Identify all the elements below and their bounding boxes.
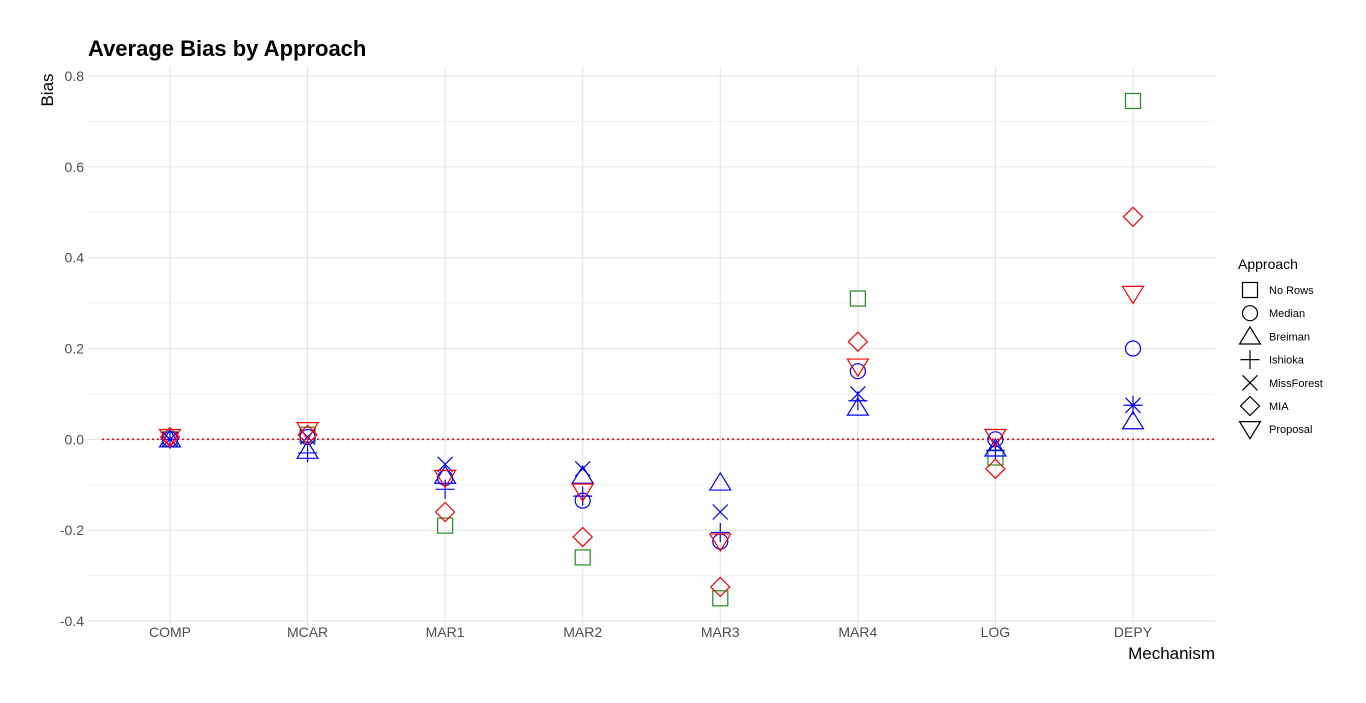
legend-title: Approach — [1238, 256, 1298, 272]
x-tick-label: MAR2 — [563, 624, 602, 640]
data-point — [571, 483, 595, 503]
data-point — [1125, 397, 1141, 414]
data-point — [985, 458, 1006, 480]
y-tick-label: 0.4 — [65, 250, 85, 266]
legend-label: Breiman — [1269, 331, 1310, 343]
x-tick-label: MAR3 — [701, 624, 740, 640]
y-tick-label: 0.8 — [65, 68, 85, 84]
legend-label: MissForest — [1269, 378, 1323, 390]
data-point — [1121, 285, 1145, 305]
data-point — [709, 576, 731, 598]
legend-key-cross — [1242, 374, 1258, 391]
x-tick-label: MCAR — [287, 624, 328, 640]
data-point — [712, 504, 729, 520]
y-tick-label: 0.0 — [65, 431, 85, 447]
data-point — [296, 422, 320, 441]
legend-label: No Rows — [1269, 285, 1314, 297]
data-point — [435, 479, 455, 499]
series-no-rows — [161, 92, 1142, 607]
data-point — [983, 428, 1007, 448]
legend-key-triangle-up — [1238, 325, 1262, 345]
legend-label: Proposal — [1269, 424, 1312, 436]
data-point — [573, 486, 593, 506]
x-axis-label: Mechanism — [1128, 644, 1215, 663]
data-point — [849, 363, 866, 380]
x-tick-label: DEPY — [1114, 624, 1153, 640]
series-proposal — [158, 285, 1145, 553]
x-tick-label: MAR1 — [426, 624, 465, 640]
legend-key-diamond — [1239, 395, 1261, 417]
data-point — [710, 522, 730, 542]
legend-label: Median — [1269, 308, 1305, 320]
data-point — [297, 424, 318, 446]
data-point — [1122, 206, 1144, 228]
grid — [88, 67, 1215, 630]
data-point — [1121, 410, 1145, 430]
data-point — [1124, 92, 1142, 110]
data-point — [847, 331, 869, 353]
data-point — [1124, 340, 1142, 357]
data-point — [846, 396, 870, 416]
data-point — [849, 385, 866, 402]
data-point — [846, 358, 870, 378]
y-tick-label: 0.6 — [65, 159, 85, 175]
data-point — [574, 460, 591, 477]
data-point — [708, 471, 732, 491]
data-point — [437, 456, 454, 473]
data-point — [162, 431, 178, 448]
data-point — [849, 290, 866, 307]
data-point — [712, 590, 729, 607]
y-axis-label: Bias — [38, 73, 57, 106]
x-tick-labels: COMP MCAR MAR1 MAR2 MAR3 MAR4 LOG DEPY — [149, 624, 1153, 640]
y-tick-label: -0.4 — [60, 613, 84, 629]
data-point — [572, 526, 594, 548]
legend-key-square — [1241, 281, 1259, 299]
data-point — [298, 443, 318, 463]
data-point — [708, 533, 732, 553]
legend-key-circle — [1241, 305, 1259, 322]
x-tick-label: MAR4 — [838, 624, 877, 640]
x-tick-label: LOG — [981, 624, 1011, 640]
legend-key-plus — [1240, 350, 1260, 370]
data-point — [437, 517, 454, 534]
legend-key-triangle-down — [1238, 421, 1262, 440]
data-point — [158, 428, 182, 448]
legend-label: Ishioka — [1269, 355, 1305, 367]
legend-label: MIA — [1269, 401, 1289, 413]
y-tick-label: -0.2 — [60, 522, 84, 538]
y-tick-labels: -0.4 -0.2 0.0 0.2 0.4 0.6 0.8 — [60, 68, 84, 629]
legend: Approach No Rows Median Breiman Ishioka Miss… — [1238, 256, 1323, 440]
data-points — [158, 92, 1145, 607]
data-point — [574, 549, 591, 566]
data-point — [433, 469, 457, 489]
chart-title: Average Bias by Approach — [88, 36, 366, 61]
y-tick-label: 0.2 — [65, 341, 85, 357]
data-point — [434, 501, 456, 523]
x-tick-label: COMP — [149, 624, 191, 640]
